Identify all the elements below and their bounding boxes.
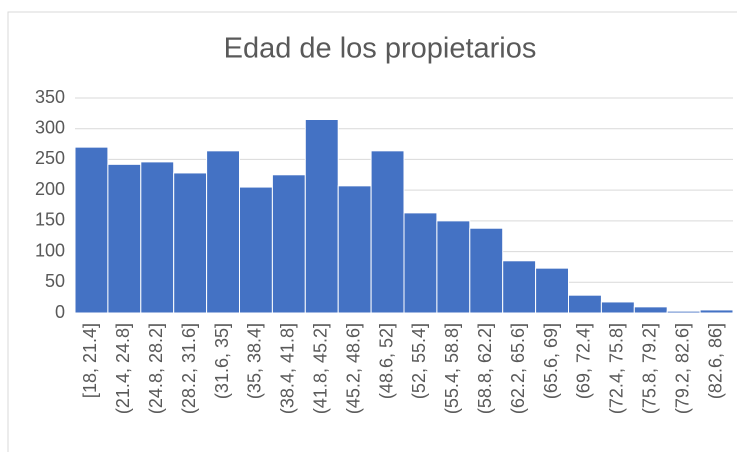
bar bbox=[140, 161, 175, 314]
bar bbox=[173, 172, 208, 314]
y-tick-label: 100 bbox=[35, 240, 65, 260]
x-tick-label: [18, 21.4] bbox=[80, 323, 100, 398]
bar bbox=[568, 294, 602, 314]
x-tick-label: (69, 72.4] bbox=[574, 323, 594, 399]
y-tick-label: 150 bbox=[35, 210, 65, 230]
x-tick-label: (41.8, 45.2] bbox=[311, 323, 331, 414]
bar bbox=[699, 309, 734, 314]
bar bbox=[502, 260, 537, 314]
x-tick-label: (21.4, 24.8] bbox=[113, 323, 133, 414]
bar bbox=[403, 212, 438, 314]
bar bbox=[206, 150, 241, 314]
y-tick-label: 0 bbox=[55, 302, 65, 322]
x-tick-label: (55.4, 58.8] bbox=[442, 323, 462, 414]
x-tick-label: (31.6, 35] bbox=[212, 323, 232, 399]
bar bbox=[239, 186, 273, 314]
x-tick-label: (82.6, 86] bbox=[705, 323, 725, 399]
bar bbox=[436, 220, 471, 314]
y-tick-label: 250 bbox=[35, 148, 65, 168]
y-tick-label: 300 bbox=[35, 117, 65, 137]
x-tick-label: (35, 38.4] bbox=[245, 323, 265, 399]
x-tick-label: (52, 55.4] bbox=[409, 323, 429, 399]
x-tick-label: (48.6, 52] bbox=[376, 323, 396, 399]
x-tick-label: (62.2, 65.6] bbox=[508, 323, 528, 414]
bar bbox=[535, 267, 569, 314]
bar bbox=[666, 310, 701, 314]
bar bbox=[469, 227, 504, 314]
x-tick-label: (72.4, 75.8] bbox=[607, 323, 627, 414]
x-tick-label: (58.8, 62.2] bbox=[475, 323, 495, 414]
y-tick-label: 50 bbox=[45, 271, 65, 291]
bar bbox=[271, 174, 306, 314]
x-tick-label: (75.8, 79.2] bbox=[640, 323, 660, 414]
bar bbox=[337, 185, 372, 314]
x-tick-label: (79.2, 82.6] bbox=[672, 323, 692, 414]
bar bbox=[370, 150, 405, 314]
x-tick-label: (45.2, 48.6] bbox=[343, 323, 363, 414]
y-tick-label: 350 bbox=[35, 87, 65, 107]
bar bbox=[600, 301, 635, 314]
bar bbox=[74, 146, 109, 314]
bar bbox=[633, 306, 668, 314]
bar bbox=[107, 163, 142, 314]
x-tick-label: (38.4, 41.8] bbox=[278, 323, 298, 414]
chart-title: Edad de los propietarios bbox=[224, 33, 537, 65]
x-tick-label: (24.8, 28.2] bbox=[146, 323, 166, 414]
y-tick-label: 200 bbox=[35, 179, 65, 199]
x-tick-label: (65.6, 69] bbox=[541, 323, 561, 399]
bar bbox=[304, 119, 339, 314]
x-tick-label: (28.2, 31.6] bbox=[179, 323, 199, 414]
